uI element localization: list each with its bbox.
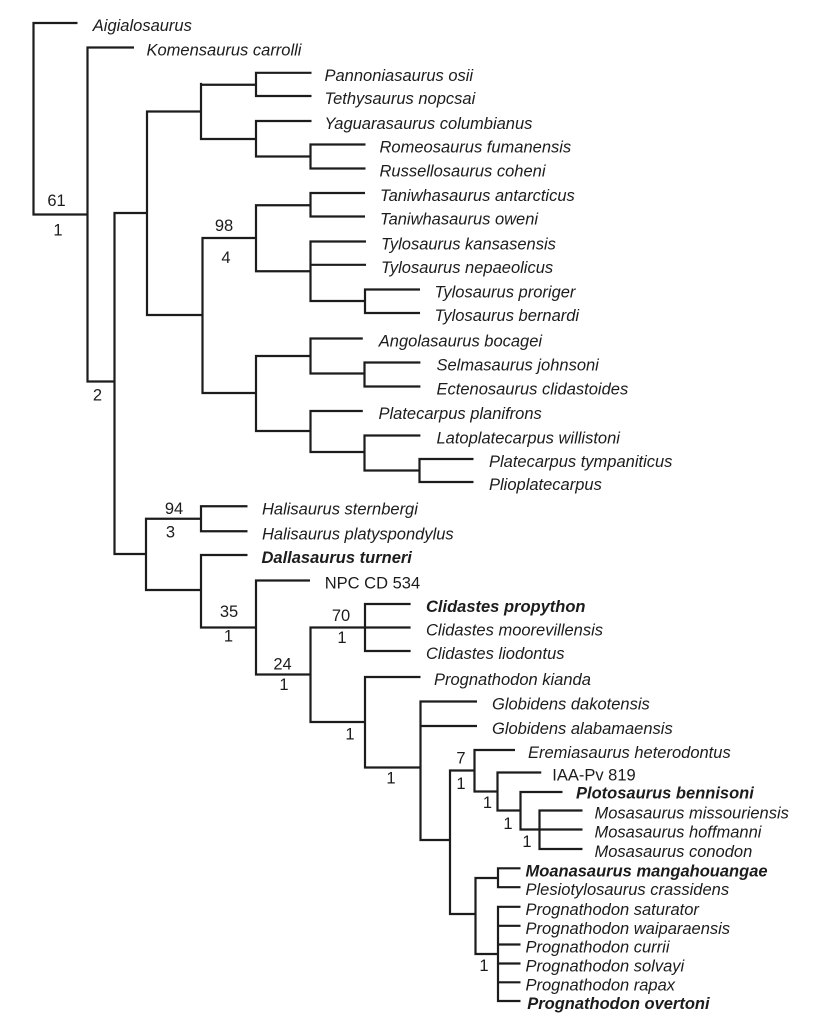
svg-text:Prognathodon saturator: Prognathodon saturator [526,901,701,919]
svg-text:Clidastes liodontus: Clidastes liodontus [426,645,565,663]
svg-text:Angolasaurus bocagei: Angolasaurus bocagei [378,333,544,351]
svg-text:1: 1 [345,726,354,744]
svg-text:Selmasaurus johnsoni: Selmasaurus johnsoni [437,357,601,375]
svg-text:1: 1 [479,957,488,975]
svg-text:Tylosaurus bernardi: Tylosaurus bernardi [435,307,581,325]
svg-text:Halisaurus sternbergi: Halisaurus sternbergi [262,500,419,518]
svg-text:Tethysaurus nopcsai: Tethysaurus nopcsai [325,90,477,108]
svg-text:Dallasaurus turneri: Dallasaurus turneri [262,549,413,567]
svg-text:Prognathodon rapax: Prognathodon rapax [526,976,676,994]
svg-text:1: 1 [483,794,492,812]
svg-text:1: 1 [279,676,288,694]
svg-text:1: 1 [224,628,233,646]
svg-text:3: 3 [166,524,175,542]
svg-text:Yaguarasaurus columbianus: Yaguarasaurus columbianus [325,115,533,133]
svg-text:1: 1 [456,775,465,793]
svg-text:Latoplatecarpus willistoni: Latoplatecarpus willistoni [437,430,622,448]
svg-text:Plotosaurus bennisoni: Plotosaurus bennisoni [576,784,754,802]
svg-text:Plioplatecarpus: Plioplatecarpus [489,476,602,494]
svg-text:1: 1 [386,770,395,788]
svg-text:Prognathodon solvayi: Prognathodon solvayi [526,958,686,976]
svg-text:61: 61 [47,192,65,210]
svg-text:Eremiasaurus heterodontus: Eremiasaurus heterodontus [528,744,731,762]
svg-text:Prognathodon waiparaensis: Prognathodon waiparaensis [526,920,731,938]
svg-text:Mosasaurus missouriensis: Mosasaurus missouriensis [595,805,789,823]
svg-text:1: 1 [337,629,346,647]
svg-text:Prognathodon kianda: Prognathodon kianda [434,671,591,689]
svg-text:Mosasaurus conodon: Mosasaurus conodon [595,843,753,861]
svg-text:IAA-Pv 819: IAA-Pv 819 [552,767,635,785]
svg-text:Komensaurus carrolli: Komensaurus carrolli [147,42,303,60]
svg-text:94: 94 [165,500,183,518]
svg-text:Russellosaurus coheni: Russellosaurus coheni [380,163,547,181]
svg-text:Romeosaurus fumanensis: Romeosaurus fumanensis [380,139,572,157]
svg-text:Globidens alabamaensis: Globidens alabamaensis [492,720,673,738]
svg-text:70: 70 [332,607,350,625]
svg-text:Ectenosaurus clidastoides: Ectenosaurus clidastoides [437,381,629,399]
svg-text:7: 7 [456,750,465,768]
svg-text:1: 1 [522,833,531,851]
svg-text:Aigialosaurus: Aigialosaurus [92,17,192,35]
svg-text:Prognathodon currii: Prognathodon currii [526,939,671,957]
svg-text:Clidastes moorevillensis: Clidastes moorevillensis [426,622,603,640]
svg-text:1: 1 [503,815,512,833]
svg-text:Tylosaurus kansasensis: Tylosaurus kansasensis [381,236,556,254]
svg-text:Plesiotylosaurus crassidens: Plesiotylosaurus crassidens [526,881,730,899]
svg-text:Mosasaurus hoffmanni: Mosasaurus hoffmanni [595,824,763,842]
svg-text:Taniwhasaurus oweni: Taniwhasaurus oweni [380,211,539,229]
svg-text:1: 1 [53,222,62,240]
svg-text:Platecarpus planifrons: Platecarpus planifrons [379,405,542,423]
svg-text:Pannoniasaurus osii: Pannoniasaurus osii [325,67,475,85]
svg-text:Halisaurus platyspondylus: Halisaurus platyspondylus [262,525,454,543]
svg-text:Globidens dakotensis: Globidens dakotensis [492,696,650,714]
svg-text:Moanasaurus mangahouangae: Moanasaurus mangahouangae [526,862,768,880]
svg-text:NPC CD 534: NPC CD 534 [325,575,420,593]
svg-text:2: 2 [93,387,102,405]
svg-text:Tylosaurus nepaeolicus: Tylosaurus nepaeolicus [381,259,553,277]
svg-text:Platecarpus tympaniticus: Platecarpus tympaniticus [489,453,672,471]
svg-text:Taniwhasaurus antarcticus: Taniwhasaurus antarcticus [380,187,575,205]
svg-text:Clidastes propython: Clidastes propython [426,598,586,616]
svg-text:4: 4 [221,249,230,267]
svg-text:35: 35 [220,603,238,621]
svg-text:24: 24 [273,656,291,674]
svg-text:Prognathodon overtoni: Prognathodon overtoni [527,995,710,1013]
svg-text:Tylosaurus proriger: Tylosaurus proriger [435,284,577,302]
svg-text:98: 98 [215,217,233,235]
